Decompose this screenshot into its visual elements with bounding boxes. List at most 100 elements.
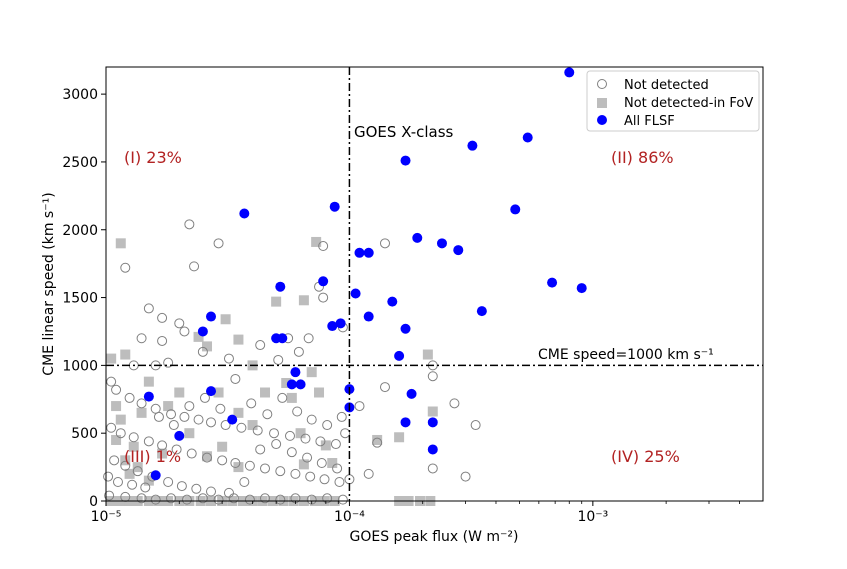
point-all-flsf [295, 379, 306, 390]
point-not-detected [153, 411, 164, 422]
point-not-detected [157, 440, 168, 451]
point-all-flsf [436, 238, 447, 249]
point-not-detected [427, 463, 438, 474]
point-not-detected [306, 414, 317, 425]
legend-label-not-detected-in-fov: Not detected-in FoV [624, 96, 753, 111]
xclass-annotation: GOES X-class [354, 123, 454, 141]
point-not-detected [176, 481, 187, 492]
point-not-detected [322, 420, 333, 431]
point-not-detected [128, 432, 139, 443]
point-not-detected [255, 444, 266, 455]
point-not-detected [184, 219, 195, 230]
point-not-detected-in-fov [157, 448, 168, 459]
quadrant-iv-label: (IV) 25% [611, 447, 680, 466]
point-not-detected [300, 433, 311, 444]
point-all-flsf [522, 132, 533, 143]
point-all-flsf [227, 414, 238, 425]
point-not-detected [163, 357, 174, 368]
point-not-detected [166, 493, 177, 504]
point-not-detected [354, 401, 365, 412]
point-all-flsf [412, 232, 423, 243]
point-not-detected-in-fov [115, 238, 126, 249]
point-not-detected [275, 494, 286, 505]
point-not-detected-in-fov [298, 295, 309, 306]
point-all-flsf [150, 470, 161, 481]
point-not-detected [340, 428, 351, 439]
point-not-detected-in-fov [136, 407, 147, 418]
point-not-detected-in-fov [233, 462, 244, 473]
point-not-detected-in-fov [174, 387, 185, 398]
point-not-detected [179, 411, 190, 422]
point-not-detected-in-fov [306, 367, 317, 378]
point-not-detected [460, 471, 471, 482]
point-all-flsf [318, 276, 329, 287]
point-not-detected-in-fov [233, 407, 244, 418]
y-tick-label: 2000 [62, 223, 98, 239]
point-not-detected [184, 401, 195, 412]
point-not-detected [427, 371, 438, 382]
point-not-detected [306, 494, 317, 505]
point-not-detected [246, 398, 257, 409]
point-all-flsf [327, 321, 338, 332]
point-not-detected [379, 238, 390, 249]
point-not-detected-in-fov [193, 331, 204, 342]
point-not-detected [215, 403, 226, 414]
point-not-detected [315, 436, 326, 447]
point-not-detected [293, 346, 304, 357]
point-not-detected-in-fov [143, 376, 154, 387]
point-not-detected-in-fov [111, 401, 122, 412]
point-not-detected-in-fov [295, 428, 306, 439]
point-not-detected [223, 353, 234, 364]
point-all-flsf [427, 417, 438, 428]
point-not-detected [136, 333, 147, 344]
point-not-detected [115, 428, 126, 439]
legend-marker-not-detected-in-fov [597, 98, 607, 108]
point-not-detected-in-fov [128, 441, 139, 452]
point-not-detected [336, 411, 347, 422]
point-not-detected [239, 477, 250, 488]
point-all-flsf [174, 430, 185, 441]
point-not-detected-in-fov [120, 455, 131, 466]
point-not-detected [337, 494, 348, 505]
plot-frame [105, 66, 764, 502]
point-not-detected [284, 430, 295, 441]
axis-ticks: 0 500 1000 1500 2000 2500 3000 10⁻⁵ 10⁻⁴ 10⁻³ [62, 87, 740, 525]
point-not-detected-in-fov [143, 475, 154, 486]
point-not-detected [273, 354, 284, 365]
point-not-detected [109, 455, 120, 466]
point-not-detected [316, 458, 327, 469]
point-not-detected-in-fov [202, 341, 213, 352]
point-all-flsf [427, 444, 438, 455]
point-not-detected [262, 409, 273, 420]
point-not-detected [166, 409, 177, 420]
point-not-detected [244, 460, 255, 471]
point-all-flsf [277, 333, 288, 344]
point-not-detected [197, 346, 208, 357]
point-all-flsf [350, 288, 361, 299]
y-tick-label: 2500 [62, 155, 98, 171]
point-not-detected [334, 477, 345, 488]
point-all-flsf [286, 379, 297, 390]
point-not-detected [470, 420, 481, 431]
point-not-detected-in-fov [422, 349, 433, 360]
point-all-flsf [329, 201, 340, 212]
y-tick-label: 500 [71, 426, 98, 442]
point-not-detected [106, 422, 117, 433]
point-not-detected [275, 466, 286, 477]
point-not-detected [230, 373, 241, 384]
point-not-detected [277, 392, 288, 403]
point-not-detected [186, 448, 197, 459]
point-all-flsf [363, 311, 374, 322]
point-not-detected-in-fov [163, 401, 174, 412]
point-not-detected [174, 318, 185, 329]
point-not-detected [197, 493, 208, 504]
point-not-detected-in-fov [120, 349, 131, 360]
point-not-detected-in-fov [260, 387, 271, 398]
speed-annotation: CME speed=1000 km s⁻¹ [538, 347, 714, 363]
point-not-detected [106, 376, 117, 387]
point-not-detected [150, 494, 161, 505]
y-tick-label: 1000 [62, 358, 98, 374]
point-not-detected [260, 493, 271, 504]
point-not-detected [318, 241, 329, 252]
point-not-detected-in-fov [115, 414, 126, 425]
